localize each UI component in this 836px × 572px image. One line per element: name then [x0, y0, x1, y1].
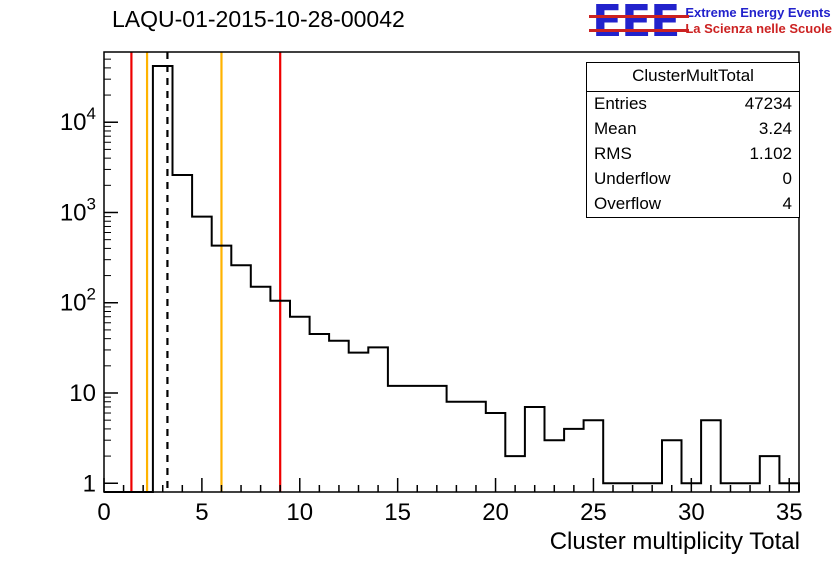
eee-logo: EEE Extreme Energy Events La Scienza nel… [589, 0, 832, 47]
histogram-line [104, 65, 800, 493]
logo-text: Extreme Energy Events La Scienza nelle S… [685, 2, 832, 38]
x-tick-label: 20 [482, 499, 509, 526]
stats-label: Overflow [594, 193, 662, 213]
x-tick-label: 5 [195, 499, 208, 526]
stats-row: Overflow 4 [587, 192, 799, 217]
logo-line1: Extreme Energy Events [685, 5, 831, 20]
x-tick-label: 35 [776, 499, 803, 526]
x-tick-label: 10 [286, 499, 313, 526]
x-tick-label: 15 [384, 499, 411, 526]
page-title: LAQU-01-2015-10-28-00042 [112, 6, 405, 32]
stats-row: Entries 47234 [587, 92, 799, 117]
logo-line2: La Scienza nelle Scuole [685, 21, 832, 37]
stats-label: Underflow [594, 168, 671, 188]
stats-row: RMS 1.102 [587, 142, 799, 167]
stats-value: 0 [782, 168, 792, 188]
logo-stripe [589, 29, 690, 32]
y-tick-label: 1 [83, 470, 96, 497]
x-tick-label: 25 [580, 499, 607, 526]
stats-row: Underflow 0 [587, 167, 799, 192]
stats-value: 4 [782, 193, 792, 213]
y-tick-label: 102 [60, 285, 96, 317]
stats-label: Entries [594, 93, 647, 113]
stats-label: Mean [594, 118, 637, 138]
eee-logo-acronym: EEE [592, 0, 680, 47]
y-tick-label: 103 [60, 194, 96, 226]
plot-frame [103, 51, 800, 493]
x-tick-label: 0 [97, 499, 110, 526]
stats-value: 3.24 [758, 118, 792, 138]
stats-value: 47234 [744, 93, 792, 113]
y-tick-label: 10 [69, 380, 96, 407]
stats-box: ClusterMultTotal Entries 47234 Mean 3.24 RMS… [586, 62, 800, 218]
stats-rows: Entries 47234 Mean 3.24 RMS 1.102 Underflow 0 Ov… [587, 92, 799, 217]
stats-value: 1.102 [749, 143, 792, 163]
stats-title: ClusterMultTotal [587, 63, 799, 92]
stats-row: Mean 3.24 [587, 117, 799, 142]
x-tick-label: 30 [678, 499, 705, 526]
logo-stripe [589, 15, 690, 18]
x-axis-title: Cluster multiplicity Total [549, 528, 800, 555]
stats-label: RMS [594, 143, 632, 163]
y-tick-label: 104 [60, 104, 96, 136]
